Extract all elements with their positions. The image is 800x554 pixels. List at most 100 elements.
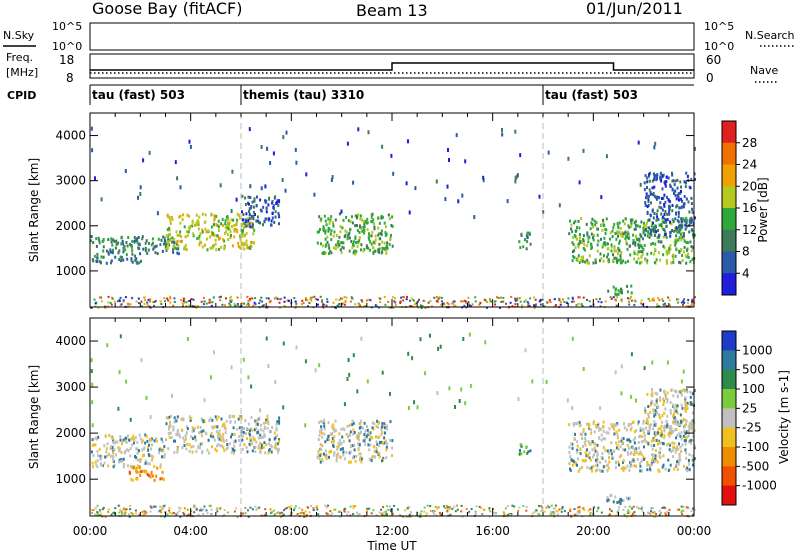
- data-cell: [241, 194, 244, 198]
- ground-cell: [200, 300, 203, 303]
- ground-cell: [661, 298, 664, 300]
- freq-label-line2: [MHz]: [6, 66, 38, 79]
- speckle-cell: [124, 169, 127, 173]
- data-cell: [609, 231, 612, 235]
- power-colorbar-label: Power [dB]: [756, 177, 770, 242]
- data-cell: [626, 284, 629, 288]
- data-cell: [126, 257, 129, 261]
- data-cell: [641, 435, 644, 439]
- data-cell: [622, 232, 625, 236]
- ground-cell: [454, 304, 457, 307]
- data-cell: [675, 226, 678, 230]
- ground-cell: [325, 506, 328, 509]
- data-cell: [275, 200, 278, 204]
- data-cell: [138, 261, 141, 265]
- data-cell: [106, 454, 108, 458]
- data-cell: [588, 456, 591, 460]
- data-cell: [354, 252, 357, 256]
- data-cell: [248, 207, 251, 211]
- data-cell: [619, 502, 622, 506]
- data-cell: [640, 260, 643, 264]
- data-cell: [576, 450, 579, 454]
- data-cell: [649, 403, 652, 407]
- data-cell: [602, 445, 605, 449]
- ground-cell: [660, 512, 662, 515]
- data-cell: [568, 462, 571, 465]
- data-cell: [633, 460, 636, 463]
- data-cell: [364, 442, 367, 446]
- data-cell: [198, 234, 201, 238]
- data-cell: [371, 212, 374, 216]
- data-cell: [668, 205, 671, 209]
- data-cell: [343, 235, 346, 239]
- data-cell: [107, 252, 110, 256]
- data-cell: [133, 441, 135, 445]
- colorbar-swatch: [722, 331, 736, 351]
- ground-cell: [518, 297, 521, 300]
- data-cell: [604, 448, 607, 452]
- data-cell: [276, 434, 279, 438]
- ground-cell: [321, 299, 324, 302]
- data-cell: [341, 447, 344, 451]
- ground-cell: [668, 299, 671, 302]
- data-cell: [348, 423, 351, 427]
- ground-cell: [342, 302, 344, 305]
- data-cell: [686, 466, 689, 470]
- ground-cell: [409, 515, 412, 518]
- ground-cell: [375, 514, 378, 517]
- data-cell: [330, 238, 333, 241]
- data-cell: [578, 239, 581, 243]
- ground-cell: [424, 306, 427, 309]
- speckle-cell: [462, 337, 465, 341]
- ground-cell: [435, 296, 438, 299]
- data-cell: [681, 406, 684, 410]
- data-cell: [167, 243, 170, 247]
- data-cell: [679, 434, 682, 438]
- data-cell: [335, 243, 337, 247]
- data-cell: [170, 238, 172, 242]
- data-cell: [616, 260, 619, 264]
- ground-cell: [541, 298, 544, 301]
- data-cell: [633, 250, 636, 254]
- data-cell: [523, 450, 526, 454]
- data-cell: [383, 247, 386, 251]
- data-cell: [363, 225, 366, 229]
- data-cell: [615, 423, 618, 427]
- ground-cell: [683, 298, 686, 301]
- data-cell: [385, 441, 387, 445]
- data-cell: [568, 451, 571, 454]
- data-cell: [144, 241, 147, 245]
- ground-cell: [626, 515, 628, 518]
- data-cell: [691, 392, 694, 396]
- data-cell: [326, 240, 329, 244]
- ground-cell: [440, 296, 443, 299]
- data-cell: [682, 202, 685, 206]
- ground-cell: [525, 505, 528, 508]
- speckle-cell: [600, 195, 603, 200]
- data-cell: [191, 224, 194, 228]
- ground-cell: [372, 509, 375, 512]
- data-cell: [238, 439, 241, 442]
- data-cell: [526, 451, 529, 455]
- data-cell: [568, 232, 571, 236]
- data-cell: [683, 234, 685, 238]
- data-cell: [213, 214, 216, 218]
- data-cell: [639, 426, 642, 430]
- ground-cell: [352, 507, 355, 510]
- data-cell: [596, 454, 599, 458]
- speckle-cell: [260, 186, 263, 191]
- data-cell: [661, 208, 664, 212]
- data-cell: [679, 228, 682, 232]
- data-cell: [135, 238, 138, 242]
- data-cell: [173, 416, 176, 420]
- speckle-cell: [347, 358, 350, 362]
- ground-cell: [127, 302, 129, 305]
- data-cell: [268, 217, 271, 221]
- data-cell: [135, 470, 138, 474]
- data-cell: [249, 225, 252, 229]
- data-cell: [358, 452, 361, 456]
- data-cell: [657, 251, 660, 255]
- speckle-cell: [460, 387, 463, 392]
- data-cell: [197, 446, 200, 450]
- velocity-y-label: Slant Range [km]: [27, 365, 41, 469]
